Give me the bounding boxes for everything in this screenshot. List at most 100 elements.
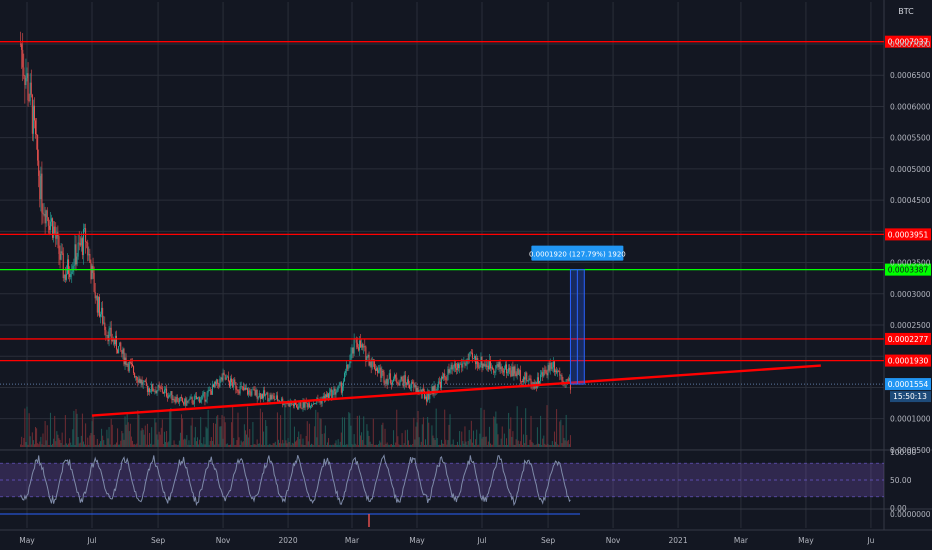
candle-body <box>356 342 358 348</box>
candle-body <box>289 401 291 407</box>
volume-bar <box>508 412 510 447</box>
candle-body <box>306 402 308 408</box>
volume-bar <box>478 444 480 447</box>
volume-bar <box>255 445 257 447</box>
volume-bar <box>528 444 530 447</box>
candle-body <box>46 210 48 218</box>
candle-body <box>541 372 543 375</box>
candle-body <box>243 387 245 391</box>
volume-bar <box>351 443 353 447</box>
price-level-tag[interactable] <box>885 354 931 367</box>
volume-bar <box>146 423 148 447</box>
candle-body <box>382 370 384 373</box>
volume-bar <box>421 424 423 447</box>
volume-bar <box>205 426 207 447</box>
volume-bar <box>95 444 97 447</box>
candle-body <box>189 397 191 400</box>
volume-bar <box>91 421 93 447</box>
candle-body <box>110 327 112 340</box>
volume-bar <box>501 426 503 447</box>
volume-bar <box>377 444 379 447</box>
volume-bar <box>317 412 319 447</box>
candle-body <box>214 381 216 387</box>
current-price-tag[interactable] <box>885 378 931 391</box>
price-level-tag[interactable] <box>885 332 931 345</box>
candle-body <box>423 390 425 399</box>
horizontal-lines[interactable]: 0.0007037 0.0003951 0.0003387 0.0002277 0.00… <box>0 35 931 403</box>
candle-body <box>358 340 360 351</box>
volume-bar <box>297 437 299 447</box>
measure-label-box[interactable] <box>531 245 624 261</box>
volume-bar <box>219 426 221 447</box>
candle-body <box>450 364 452 370</box>
volume-bar <box>272 443 274 447</box>
volume-bar <box>204 444 206 447</box>
volume-bar <box>547 443 549 447</box>
volume-bar <box>381 424 383 447</box>
volume-bar <box>131 440 133 447</box>
measure-tool[interactable]: 0.0001920 (127.79%) 1920 <box>529 245 626 385</box>
candle-body <box>307 403 309 408</box>
time-axis[interactable]: May Jul Sep Nov 2020 Mar May Jul Sep Nov 2021 Mar Ma… <box>19 536 874 545</box>
volume-bar <box>414 439 416 447</box>
volume-bar <box>469 439 471 447</box>
volume-bar <box>138 414 140 447</box>
candle-body <box>147 388 149 392</box>
candle-body <box>38 160 40 176</box>
candle-body <box>295 401 297 405</box>
volume-bar <box>59 439 61 447</box>
time-tick-label: 2020 <box>279 536 298 545</box>
volume-bar <box>499 444 501 447</box>
candle-body <box>228 381 230 387</box>
volume-bar <box>340 432 342 447</box>
candle-body <box>153 391 155 392</box>
macd-pane: 0.0000000 <box>0 510 931 527</box>
volume-bar <box>493 416 495 447</box>
candle-body <box>94 291 96 299</box>
volume-bar <box>48 444 50 447</box>
time-tick-label: Mar <box>345 536 360 545</box>
candle-body <box>379 367 381 371</box>
candle-body <box>479 365 481 368</box>
volume-bar <box>428 422 430 447</box>
support-trendline[interactable] <box>91 364 821 417</box>
volume-bar <box>407 440 409 447</box>
volume-bar <box>314 426 316 447</box>
volume-bar <box>540 415 542 447</box>
volume-bar <box>435 408 437 447</box>
volume-bar <box>71 444 73 447</box>
trendline-layer[interactable] <box>91 364 821 417</box>
candle-body <box>527 380 529 382</box>
candle-body <box>231 378 233 383</box>
volume-bar <box>374 444 376 447</box>
price-tick-label: 0.0003000 <box>890 290 931 299</box>
candle-body <box>250 391 252 396</box>
price-level-tag[interactable] <box>885 263 931 276</box>
candle-body <box>56 232 58 239</box>
candle-body <box>454 363 456 369</box>
volume-bar <box>271 444 273 447</box>
volume-bar <box>335 440 337 447</box>
candle-body <box>89 253 91 263</box>
volume-bar <box>96 438 98 447</box>
candle-body <box>456 363 458 370</box>
candle-body <box>334 388 336 395</box>
volume-bar <box>564 440 566 447</box>
volume-bar <box>560 419 562 447</box>
candle-body <box>381 370 383 378</box>
price-axis[interactable]: 0.0007000 0.0006500 0.0006000 0.0005500 0.00… <box>890 40 931 455</box>
price-level-tag[interactable] <box>885 228 931 241</box>
candle-body <box>199 397 201 403</box>
volume-bar <box>490 443 492 447</box>
time-tick-label: 2021 <box>669 536 688 545</box>
volume-bar <box>422 417 424 447</box>
volume-bar <box>391 445 393 447</box>
volume-bar <box>286 443 288 447</box>
volume-bar <box>87 437 89 447</box>
volume-bar <box>175 444 177 447</box>
volume-bar <box>84 444 86 447</box>
price-level-tag[interactable] <box>885 35 931 48</box>
candle-body <box>398 384 400 386</box>
volume-bar <box>215 423 217 447</box>
